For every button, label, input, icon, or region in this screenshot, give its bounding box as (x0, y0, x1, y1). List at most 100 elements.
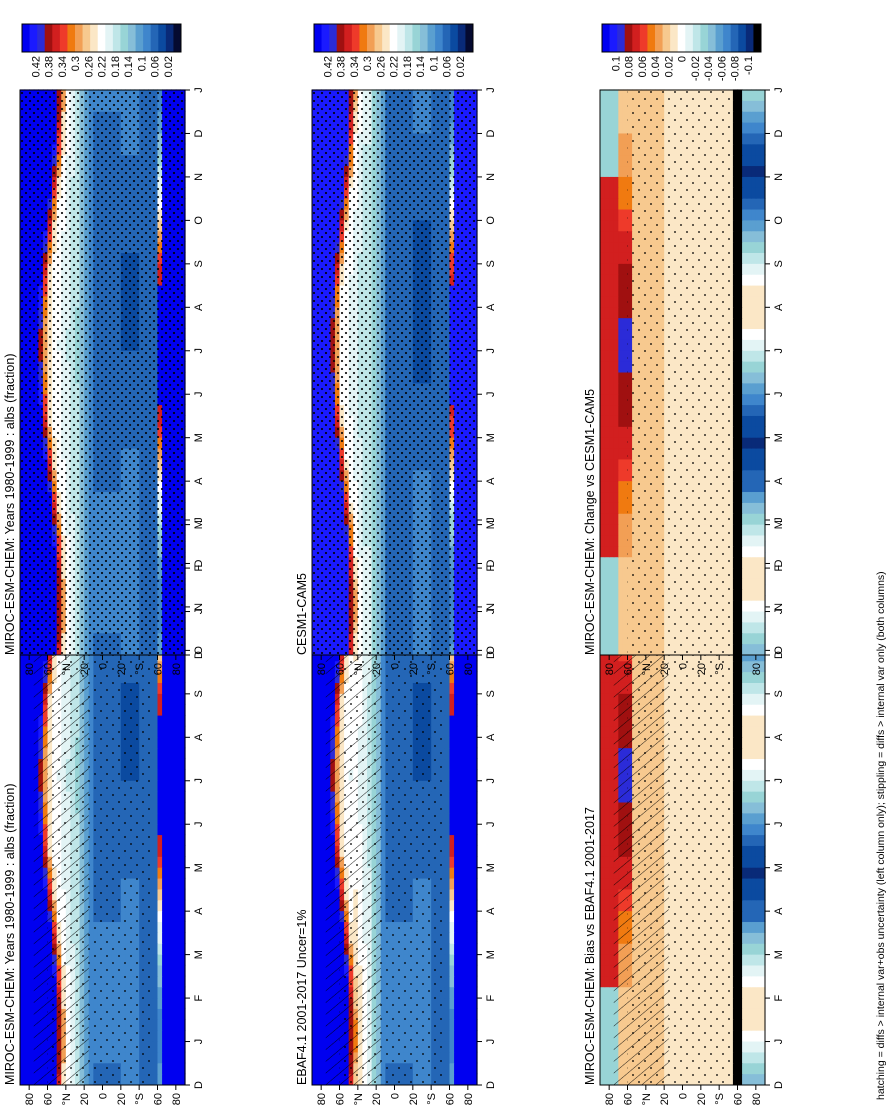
heatmap-cell (180, 997, 186, 1009)
heatmap-cell (316, 823, 322, 836)
heatmap-cell (180, 1030, 186, 1042)
heatmap-cell (458, 997, 464, 1009)
heatmap-cell (20, 823, 26, 836)
heatmap-cell (444, 877, 451, 890)
heatmap-cell (312, 877, 318, 890)
month-tick-label: D (193, 651, 205, 659)
heatmap-cell (24, 943, 30, 955)
heatmap-cell (171, 1030, 177, 1042)
month-tick-label: J (193, 778, 205, 784)
heatmap-cell (467, 791, 474, 803)
heatmap-cell (157, 932, 163, 944)
heatmap-cell (316, 1062, 322, 1075)
heatmap-cell (171, 975, 177, 988)
month-tick-label: F (193, 994, 205, 1001)
heatmap-cell (312, 888, 318, 901)
heatmap-cell (458, 1008, 464, 1020)
heatmap-cell (157, 834, 163, 846)
heatmap-cell (166, 1019, 172, 1031)
lat-tick-label: °N (61, 663, 73, 675)
heatmap-cell (463, 1051, 469, 1064)
heatmap-cell (454, 921, 460, 933)
heatmap-cell (321, 986, 327, 999)
heatmap-cell (171, 1051, 177, 1064)
heatmap-cell (24, 845, 30, 857)
heatmap-cell (29, 1051, 35, 1064)
heatmap-cell (180, 943, 186, 955)
heatmap-cell (166, 758, 172, 770)
heatmap-cell (180, 1073, 186, 1085)
heatmap-cell (152, 964, 159, 977)
colorbar-swatch (90, 24, 99, 52)
heatmap-cell (444, 943, 451, 955)
heatmap-cell (171, 791, 177, 803)
heatmap-cell (321, 1019, 327, 1031)
heatmap-cell (444, 975, 451, 988)
heatmap-cell (312, 812, 318, 825)
heatmap-cell (312, 964, 318, 977)
heatmap-cell (162, 921, 168, 933)
heatmap-cell (152, 780, 159, 792)
heatmap-cell (454, 812, 460, 825)
heatmap-cell (316, 812, 322, 825)
heatmap-cell (444, 834, 451, 846)
colorbar-swatch (29, 24, 38, 52)
heatmap-cell (162, 1008, 168, 1020)
colorbar-tick-label: 0.02 (163, 56, 175, 77)
colorbar-tick-label: 0.34 (57, 56, 69, 77)
heatmap-cell (175, 877, 182, 890)
heatmap-cell (162, 747, 168, 760)
heatmap-cell (312, 1073, 318, 1085)
heatmap-cell (20, 660, 26, 673)
heatmap-cell (463, 1030, 469, 1042)
heatmap-cell (180, 932, 186, 944)
heatmap-cell (467, 986, 474, 999)
heatmap-cell (24, 910, 30, 923)
heatmap-cell (166, 714, 172, 727)
heatmap-cell (458, 943, 464, 955)
heatmap-cell (444, 823, 451, 836)
heatmap-cell (316, 975, 322, 988)
heatmap-cell (180, 1051, 186, 1064)
heatmap-cell (444, 856, 451, 868)
month-tick-label: A (193, 303, 205, 311)
heatmap-cell (162, 801, 168, 814)
heatmap-cell (171, 877, 177, 890)
heatmap-cell (157, 964, 163, 977)
heatmap-cell (166, 736, 172, 749)
heatmap-cell (458, 823, 464, 836)
heatmap-cell (166, 769, 172, 781)
heatmap-cell (20, 921, 26, 933)
heatmap-cell (175, 693, 182, 705)
heatmap-cell (463, 932, 469, 944)
colorbar-swatch (143, 24, 152, 52)
heatmap-cell (175, 834, 182, 846)
heatmap-cell (152, 932, 159, 944)
heatmap-cell (175, 997, 182, 1009)
heatmap-cell (180, 1040, 186, 1053)
heatmap-cell (312, 1019, 318, 1031)
month-tick-label: S (193, 260, 205, 267)
heatmap-cell (166, 888, 172, 901)
heatmap-cell (463, 801, 469, 814)
heatmap-cell (175, 1030, 182, 1042)
heatmap-cell (444, 1008, 451, 1020)
heatmap-cell (312, 823, 318, 836)
heatmap-cell (166, 877, 172, 890)
heatmap-cell (458, 954, 464, 966)
heatmap-cell (467, 997, 474, 1009)
heatmap-cell (162, 834, 168, 846)
heatmap-cell (467, 899, 474, 912)
heatmap-cell (24, 1073, 30, 1085)
heatmap-cell (171, 801, 177, 814)
heatmap-cell (171, 769, 177, 781)
heatmap-cell (312, 954, 318, 966)
heatmap-cell (24, 791, 30, 803)
heatmap-cell (458, 986, 464, 999)
heatmap-cell (24, 1051, 30, 1064)
heatmap-cell (449, 823, 455, 836)
heatmap-cell (157, 660, 163, 673)
heatmap-cell (20, 899, 26, 912)
heatmap-cell (152, 725, 159, 738)
